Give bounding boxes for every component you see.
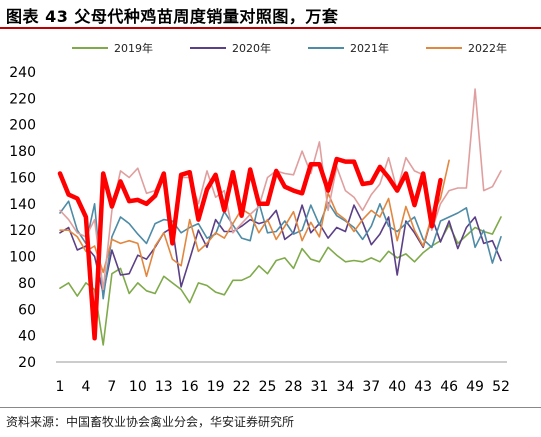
x-tick-label: 40 bbox=[388, 379, 406, 395]
y-tick-label: 240 bbox=[9, 65, 36, 81]
legend-swatch-2019 bbox=[72, 47, 108, 49]
legend-label-2021: 2021年 bbox=[350, 42, 389, 55]
y-tick-label: 140 bbox=[9, 197, 36, 213]
x-tick-label: 31 bbox=[310, 379, 328, 395]
x-tick-label: 34 bbox=[336, 379, 354, 395]
source-divider bbox=[0, 407, 541, 408]
x-tick-label: 7 bbox=[107, 379, 116, 395]
y-tick-label: 200 bbox=[9, 118, 36, 134]
legend-label-2022: 2022年 bbox=[468, 42, 507, 55]
x-tick-label: 4 bbox=[81, 379, 90, 395]
title-divider bbox=[0, 27, 541, 29]
series-line-2019 bbox=[59, 216, 502, 346]
legend-label-2019: 2019年 bbox=[114, 42, 153, 55]
legend-swatch-2021 bbox=[308, 47, 344, 49]
x-tick-label: 13 bbox=[155, 379, 173, 395]
y-tick-label: 220 bbox=[9, 91, 36, 107]
series-line-2021 bbox=[59, 200, 502, 300]
x-tick-label: 28 bbox=[285, 379, 303, 395]
x-tick-label: 37 bbox=[362, 379, 380, 395]
x-tick-label: 19 bbox=[207, 379, 225, 395]
chart-title: 图表 43 父母代种鸡苗周度销量对照图，万套 bbox=[6, 7, 339, 26]
y-tick-label: 100 bbox=[9, 250, 36, 266]
y-tick-label: 40 bbox=[18, 329, 36, 345]
y-tick-label: 60 bbox=[18, 302, 36, 318]
y-tick-label: 20 bbox=[18, 355, 36, 371]
x-tick-label: 22 bbox=[233, 379, 251, 395]
x-tick-label: 43 bbox=[414, 379, 432, 395]
y-tick-label: 80 bbox=[18, 276, 36, 292]
y-tick-label: 180 bbox=[9, 144, 36, 160]
source-note: 资料来源：中国畜牧业协会禽业分会，华安证券研究所 bbox=[6, 415, 295, 429]
chart-legend: 2019年 2020年 2021年 2022年 bbox=[72, 40, 541, 56]
x-tick-label: 1 bbox=[56, 379, 65, 395]
x-tick-label: 10 bbox=[129, 379, 147, 395]
legend-item-2021: 2021年 bbox=[308, 40, 426, 56]
series-line-2022 bbox=[59, 159, 450, 278]
y-tick-label: 120 bbox=[9, 223, 36, 239]
y-tick-label: 160 bbox=[9, 170, 36, 186]
x-tick-label: 16 bbox=[181, 379, 199, 395]
legend-swatch-2022 bbox=[426, 47, 462, 49]
legend-item-2019: 2019年 bbox=[72, 40, 190, 56]
x-tick-label: 46 bbox=[440, 379, 458, 395]
x-tick-label: 52 bbox=[492, 379, 510, 395]
legend-item-2020: 2020年 bbox=[190, 40, 308, 56]
legend-swatch-2020 bbox=[190, 47, 226, 49]
x-tick-label: 49 bbox=[466, 379, 484, 395]
x-tick-label: 25 bbox=[259, 379, 277, 395]
legend-item-2022: 2022年 bbox=[426, 40, 541, 56]
series-line-unlabeled-5 bbox=[57, 156, 443, 341]
legend-label-2020: 2020年 bbox=[232, 42, 271, 55]
